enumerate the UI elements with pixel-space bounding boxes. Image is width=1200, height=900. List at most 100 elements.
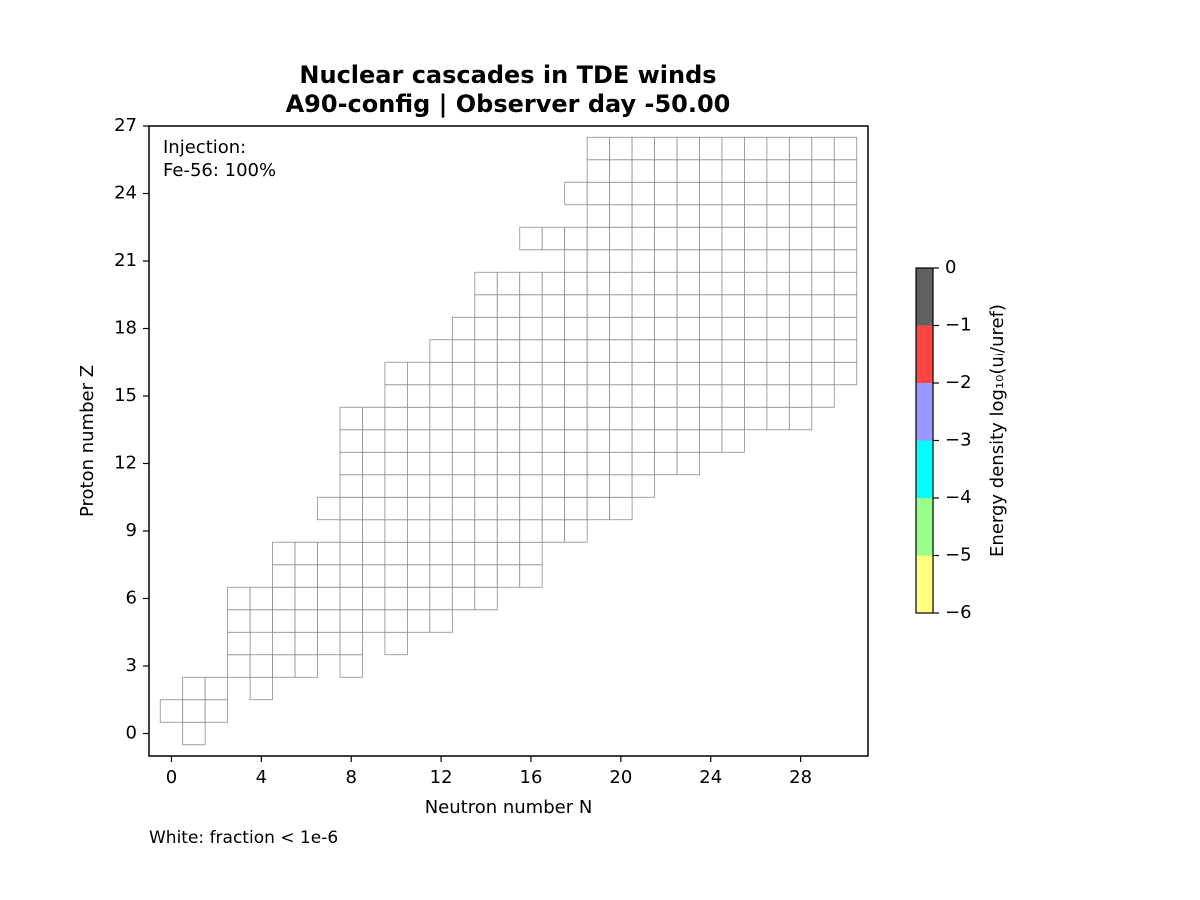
nuclide-cell	[317, 631, 341, 656]
nuclide-cell	[676, 339, 700, 363]
nuclide-cell	[429, 429, 453, 453]
colorbar-tick-label: −3	[945, 430, 972, 451]
nuclide-cell	[519, 496, 543, 521]
nuclide-cell	[496, 271, 521, 296]
nuclide-cell	[699, 204, 723, 228]
nuclide-cell	[272, 586, 296, 611]
nuclide-cell	[676, 429, 700, 453]
nuclide-cell	[474, 586, 498, 611]
nuclide-cell	[406, 496, 431, 521]
x-tick-label: 16	[520, 767, 543, 788]
nuclide-cell	[654, 406, 678, 431]
nuclide-cell	[788, 159, 813, 183]
nuclide-cell	[519, 429, 543, 453]
nuclide-cell	[833, 204, 858, 228]
nuclide-cell	[631, 181, 655, 206]
nuclide-cell	[451, 474, 476, 498]
nuclide-cell	[519, 474, 543, 498]
nuclide-cell	[496, 519, 521, 543]
nuclide-cell	[744, 204, 768, 228]
nuclide-cell	[744, 361, 768, 386]
nuclide-cell	[564, 384, 588, 408]
nuclide-cell	[654, 271, 678, 296]
nuclide-cell	[451, 384, 476, 408]
nuclide-cell	[496, 429, 521, 453]
nuclide-cell	[631, 136, 655, 161]
nuclide-cell	[294, 609, 318, 633]
nuclide-cell	[788, 249, 813, 273]
nuclide-cell	[564, 226, 588, 251]
footnote: White: fraction < 1e-6	[149, 828, 338, 848]
nuclide-cell	[429, 384, 453, 408]
nuclide-cell	[564, 271, 588, 296]
nuclide-cell	[811, 136, 835, 161]
nuclide-cell	[676, 249, 700, 273]
nuclide-cell	[699, 384, 723, 408]
nuclide-cell	[788, 294, 813, 318]
nuclide-cell	[699, 429, 723, 453]
nuclide-cell	[541, 316, 566, 341]
nuclide-cell	[766, 294, 790, 318]
nuclide-cell	[744, 249, 768, 273]
nuclide-cell	[654, 181, 678, 206]
nuclide-cell	[519, 316, 543, 341]
nuclide-cell	[541, 271, 566, 296]
nuclide-cell	[811, 361, 835, 386]
nuclide-cell	[564, 361, 588, 386]
nuclide-cell	[721, 226, 745, 251]
nuclide-cell	[294, 564, 318, 588]
nuclide-cell	[609, 384, 633, 408]
nuclide-cell	[519, 541, 543, 566]
nuclide-cell	[833, 159, 858, 183]
nuclide-cell	[744, 316, 768, 341]
colorbar-tick-label: −4	[945, 487, 972, 508]
nuclide-cell	[631, 451, 655, 476]
nuclide-cell	[586, 181, 611, 206]
nuclide-cell	[631, 294, 655, 318]
nuclide-cell	[811, 159, 835, 183]
y-tick-label: 0	[126, 723, 137, 744]
nuclide-cell	[317, 541, 341, 566]
nuclide-cell	[451, 496, 476, 521]
nuclide-cell	[699, 294, 723, 318]
nuclide-cell	[744, 339, 768, 363]
nuclide-cell	[317, 496, 341, 521]
x-tick-label: 0	[166, 767, 177, 788]
nuclide-cell	[654, 429, 678, 453]
nuclide-cell	[586, 429, 611, 453]
nuclide-cell	[474, 541, 498, 566]
nuclide-cell	[541, 384, 566, 408]
nuclide-cell	[339, 541, 363, 566]
nuclide-cell	[406, 429, 431, 453]
nuclide-cell	[249, 676, 273, 701]
nuclide-cell	[272, 631, 296, 656]
plot-frame	[148, 125, 869, 757]
nuclide-cell	[474, 384, 498, 408]
nuclide-cell	[654, 451, 678, 476]
nuclide-cell	[474, 406, 498, 431]
nuclide-cell	[429, 496, 453, 521]
nuclide-cell	[788, 181, 813, 206]
nuclide-cell	[586, 339, 611, 363]
nuclide-cell	[384, 429, 408, 453]
colorbar-band	[916, 498, 933, 556]
nuclide-cell	[384, 564, 408, 588]
nuclide-cell	[429, 474, 453, 498]
nuclide-cell	[609, 316, 633, 341]
nuclide-cell	[451, 361, 476, 386]
nuclide-cell	[654, 136, 678, 161]
nuclide-cell	[406, 406, 431, 431]
nuclide-cell	[406, 384, 431, 408]
nuclide-cell	[586, 249, 611, 273]
nuclide-cell	[406, 451, 431, 476]
nuclide-cell	[474, 451, 498, 476]
nuclide-cell	[654, 226, 678, 251]
nuclide-cell	[654, 204, 678, 228]
nuclide-cell	[429, 541, 453, 566]
nuclide-cell	[631, 204, 655, 228]
nuclide-cell	[586, 294, 611, 318]
nuclide-cell	[541, 496, 566, 521]
nuclide-cell	[766, 136, 790, 161]
nuclide-cell	[654, 339, 678, 363]
nuclide-cell	[339, 429, 363, 453]
